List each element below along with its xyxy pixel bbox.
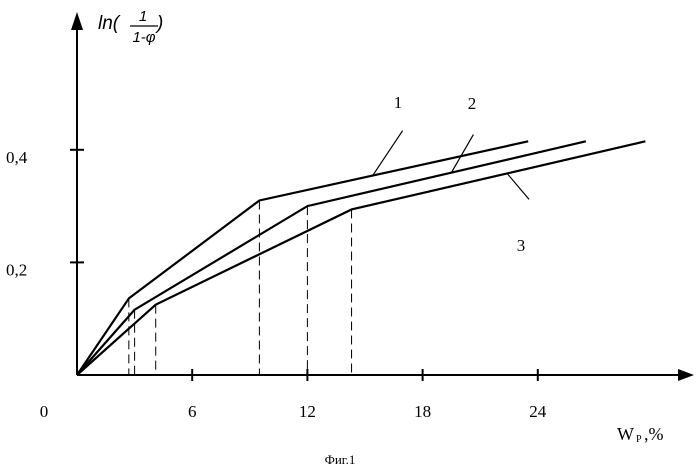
x-axis-label-subscript: P bbox=[636, 434, 642, 445]
x-tick-label-0: 0 bbox=[40, 402, 49, 421]
x-axis-label-suffix: ,% bbox=[644, 424, 664, 444]
x-tick-label-18: 18 bbox=[414, 402, 431, 421]
x-axis-label-main: W bbox=[617, 424, 634, 444]
axes-group bbox=[71, 12, 694, 381]
y-tick-label-0,4: 0,4 bbox=[6, 148, 28, 167]
y-axis-arrow-icon bbox=[71, 12, 83, 30]
series-line-3 bbox=[77, 141, 645, 375]
x-axis-label: W P ,% bbox=[617, 424, 664, 445]
x-axis-arrow-icon bbox=[678, 369, 694, 381]
series-label-2: 2 bbox=[468, 94, 477, 113]
x-tick-label-6: 6 bbox=[188, 402, 197, 421]
x-tick-label-12: 12 bbox=[299, 402, 316, 421]
y-axis-label-denominator: 1-φ bbox=[132, 29, 155, 46]
ticks-group: 0 6 12 18 24 0,2 0,4 bbox=[6, 148, 547, 421]
series-line-1 bbox=[77, 141, 528, 375]
y-axis-label: ln( 1 1-φ ) bbox=[98, 8, 163, 46]
series-label-leader-3 bbox=[507, 173, 529, 199]
figure-caption: Фиг.1 bbox=[325, 452, 356, 467]
series-group bbox=[77, 141, 645, 375]
y-axis-label-numerator: 1 bbox=[139, 8, 147, 25]
series-label-3: 3 bbox=[517, 236, 526, 255]
x-tick-label-24: 24 bbox=[529, 402, 547, 421]
y-axis-label-prefix: ln( bbox=[98, 13, 121, 34]
series-label-1: 1 bbox=[394, 93, 403, 112]
series-label-leader-1 bbox=[373, 131, 403, 176]
y-axis-label-suffix: ) bbox=[155, 13, 163, 34]
y-tick-label-0,2: 0,2 bbox=[6, 260, 27, 279]
